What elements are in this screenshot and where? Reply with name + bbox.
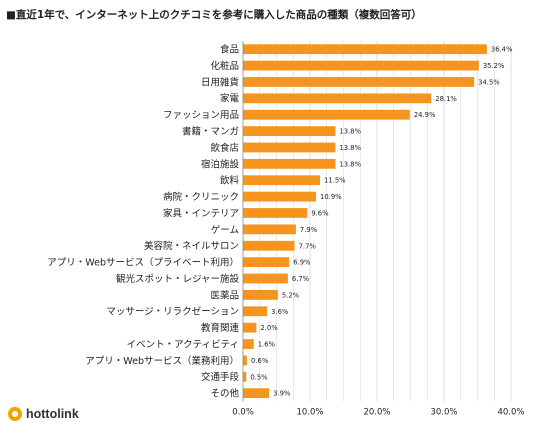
bar [243,289,278,300]
bar [243,257,290,268]
value-label: 24.9% [414,111,436,119]
value-label: 2.0% [260,324,278,332]
category-label: アプリ・Webサービス（プライベート利用） [47,257,239,269]
value-label: 7.7% [299,242,317,250]
category-label: 書籍・マンガ [182,125,239,137]
category-label: ゲーム [211,224,239,236]
chart-title: ■直近1年で、インターネット上のクチコミを参考に購入した商品の種類（複数回答可） [6,9,422,21]
value-label: 0.5% [250,373,268,381]
value-label: 9.6% [311,209,329,217]
value-label: 13.8% [339,160,361,168]
value-label: 13.8% [339,128,361,136]
category-label: 病院・クリニック [163,191,239,203]
bar [243,175,321,186]
category-label: 飲料 [220,175,240,187]
category-label: 医薬品 [210,289,239,301]
category-label: イベント・アクティビティ [127,339,239,350]
bar [243,77,475,87]
bar [243,273,288,284]
value-label: 28.1% [435,95,457,103]
bar [243,240,295,251]
value-label: 6.9% [293,259,311,267]
value-label: 35.2% [483,62,505,70]
category-label: マッサージ・リラクゼーション [106,306,239,318]
category-label: 観光スポット・レジャー施設 [116,273,240,285]
category-label: 日用雑貨 [201,76,239,88]
value-label: 34.5% [478,78,500,86]
x-tick-label: 10.0% [296,407,323,417]
x-tick-label: 20.0% [363,407,390,417]
bar [243,191,317,202]
category-label: ファッション用品 [163,110,239,121]
bar [243,388,270,399]
category-label: 交通手段 [201,371,240,383]
bar [243,306,268,317]
bar [243,126,336,136]
brand-name: hottolink [26,407,79,421]
brand-logo: hottolink [8,407,79,421]
category-label: 家具・インテリア [163,207,239,219]
bar [243,44,487,55]
value-label: 36.4% [491,46,513,54]
bar [243,371,247,382]
value-label: 7.9% [300,226,318,234]
bar [243,208,308,218]
bar [243,158,336,169]
value-label: 3.9% [273,390,291,398]
value-label: 1.6% [258,341,276,349]
category-label: 宿泊施設 [201,158,240,170]
value-label: 5.2% [282,291,300,299]
value-label: 6.7% [292,275,310,283]
category-label: アプリ・Webサービス（業務利用） [85,355,239,367]
bar [243,60,479,71]
category-label: 食品 [220,44,239,56]
bar [243,322,257,333]
category-label: 家電 [220,93,240,105]
category-label: その他 [210,388,239,400]
bar [243,93,432,104]
value-label: 13.8% [339,144,361,152]
value-label: 10.9% [320,193,342,201]
category-label: 化粧品 [210,60,239,72]
x-tick-label: 0.0% [232,407,254,417]
bar [243,355,248,366]
value-label: 11.5% [324,177,346,185]
bar [243,224,296,235]
value-label: 0.6% [251,357,269,365]
value-label: 3.6% [271,308,289,316]
category-label: 教育関連 [201,322,240,334]
x-tick-label: 40.0% [497,407,524,417]
x-tick-label: 30.0% [430,407,457,417]
bar [243,142,336,153]
category-label: 飲食店 [210,142,239,154]
category-label: 美容院・ネイルサロン [144,240,239,252]
bar [243,339,254,349]
hottolink-logo-icon [8,407,22,421]
bar [243,109,410,120]
